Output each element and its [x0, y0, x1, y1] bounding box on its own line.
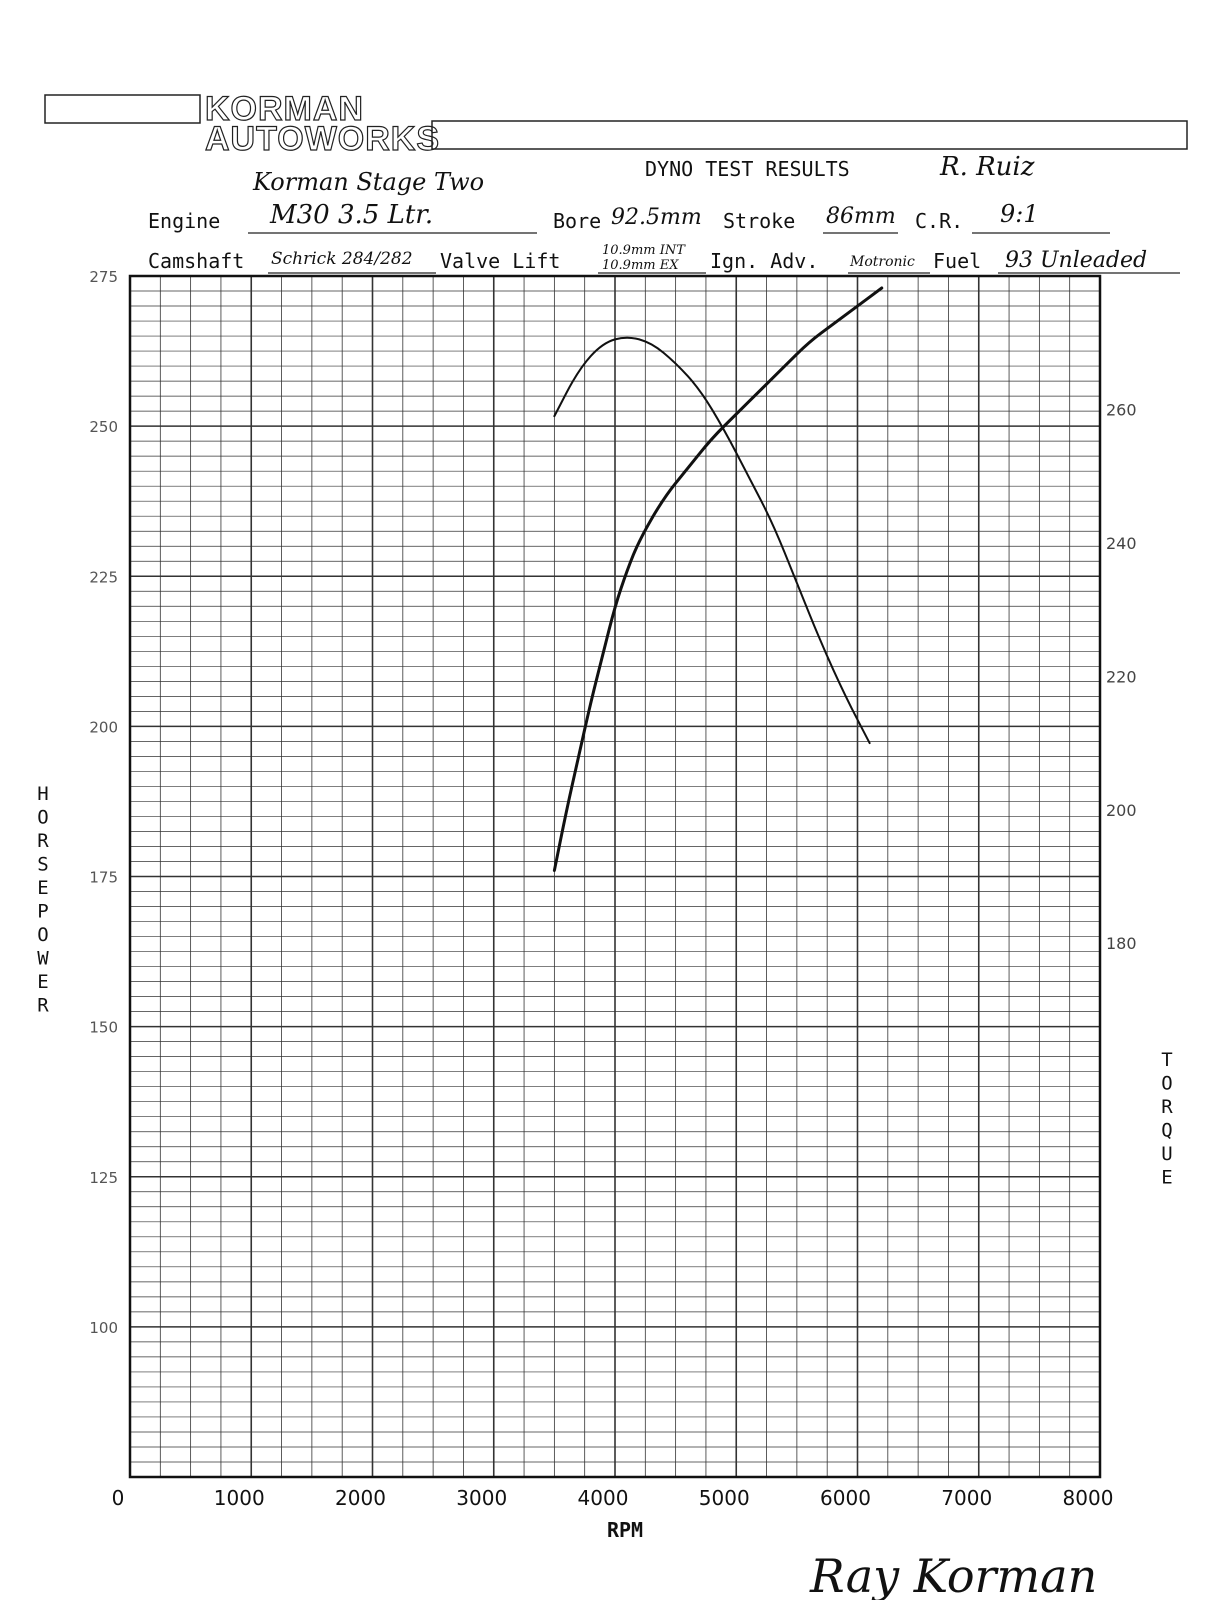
ign-label: Ign. Adv.	[710, 249, 818, 273]
bore-value: 92.5mm	[611, 205, 702, 230]
engine-label: Engine	[148, 209, 220, 233]
fuel-value: 93 Unleaded	[1005, 248, 1147, 273]
y2-tick-label: 220	[1106, 667, 1137, 686]
plot-frame	[128, 274, 1102, 1479]
y-tick-label: 125	[89, 1169, 118, 1187]
y-tick-label: 275	[89, 268, 118, 286]
valve-lift-ex: 10.9mm EX	[602, 258, 679, 273]
torque-curve	[553, 336, 871, 745]
x-axis-ticks: 0 1000 2000 3000 4000 5000 6000 7000 8000	[112, 1486, 1114, 1510]
ign-value: Motronic	[849, 254, 915, 270]
y-axis-ticks: 275 250 225 200 175 150 125 100	[89, 268, 118, 1337]
horsepower-curve	[552, 286, 884, 872]
y2-tick-label: 180	[1106, 934, 1137, 953]
stroke-label: Stroke	[723, 209, 795, 233]
x-tick-label: 8000	[1063, 1486, 1114, 1510]
x-tick-label: 6000	[820, 1486, 871, 1510]
y2-axis-ticks: 260 240 220 200 180	[1106, 400, 1137, 953]
y-tick-label: 175	[89, 869, 118, 887]
y-tick-label: 225	[89, 568, 118, 586]
x-tick-label: 5000	[699, 1486, 750, 1510]
x-tick-label: 4000	[578, 1486, 629, 1510]
camshaft-label: Camshaft	[148, 249, 244, 273]
grid-major	[130, 276, 1100, 1477]
camshaft-value: Schrick 284/282	[271, 249, 413, 269]
series-layer	[552, 286, 884, 872]
x-tick-label: 1000	[214, 1486, 265, 1510]
logo-line-korman: KORMAN	[205, 90, 364, 128]
cr-value: 9:1	[1000, 200, 1039, 228]
y-tick-label: 100	[89, 1319, 118, 1337]
dyno-chart: 275 250 225 200 175 150 125 100 260 240 220 200 180…	[37, 268, 1173, 1542]
fuel-label: Fuel	[933, 249, 981, 273]
y-tick-label: 150	[89, 1019, 118, 1037]
sheet-title: DYNO TEST RESULTS	[645, 157, 850, 181]
x-axis-label: RPM	[607, 1518, 643, 1542]
x-tick-label: 2000	[335, 1486, 386, 1510]
y-tick-label: 200	[89, 718, 118, 736]
engine-value: M30 3.5 Ltr.	[269, 200, 433, 230]
package-name: Korman Stage Two	[252, 168, 484, 196]
logo-line-autoworks: AUTOWORKS	[205, 120, 440, 158]
cr-label: C.R.	[915, 209, 963, 233]
y2-tick-label: 260	[1106, 400, 1137, 419]
signature: Ray Korman	[809, 1549, 1097, 1600]
stroke-value: 86mm	[826, 204, 896, 229]
customer-name: R. Ruiz	[939, 152, 1035, 182]
x-tick-label: 7000	[941, 1486, 992, 1510]
x-tick-label: 0	[112, 1486, 125, 1510]
logo-bar-right	[431, 120, 1188, 150]
y2-tick-label: 200	[1106, 801, 1137, 820]
x-tick-label: 3000	[456, 1486, 507, 1510]
logo-bar-left	[44, 94, 201, 124]
valve-lift-int: 10.9mm INT	[602, 243, 686, 258]
y-tick-label: 250	[89, 418, 118, 436]
bore-label: Bore	[553, 209, 601, 233]
valve-lift-label: Valve Lift	[440, 249, 560, 273]
y2-tick-label: 240	[1106, 534, 1137, 553]
